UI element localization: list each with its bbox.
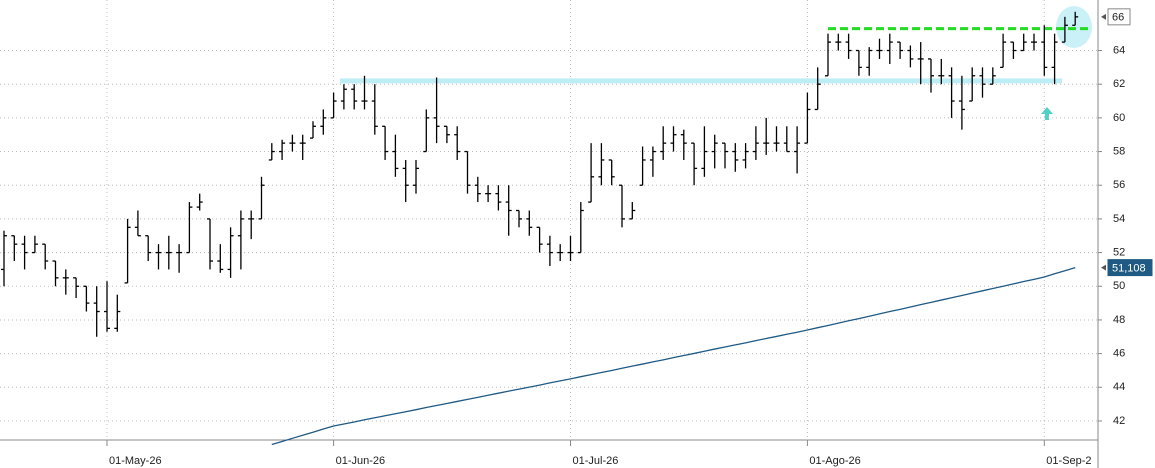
y-tick-label: 42: [1113, 415, 1125, 427]
y-tick-label: 54: [1113, 213, 1125, 225]
last-value-label: 51,108: [1112, 263, 1146, 275]
y-tick-label: 50: [1113, 280, 1125, 292]
x-tick-label: 01-Ago-26: [809, 455, 860, 467]
y-tick-label: 62: [1113, 78, 1125, 90]
y-tick-label: 52: [1113, 246, 1125, 258]
y-tick-label: 48: [1113, 314, 1125, 326]
y-tick-label: 58: [1113, 145, 1125, 157]
x-tick-label: 01-Jul-26: [573, 455, 619, 467]
y-tick-label: 44: [1113, 381, 1125, 393]
y-tick-label: 56: [1113, 179, 1125, 191]
moving-average-line: [271, 266, 1076, 446]
last-value-pointer: [1101, 264, 1106, 271]
last-value-pointer: [1101, 13, 1106, 20]
x-tick-label: 01-Jun-26: [336, 455, 386, 467]
last-value-label: 66: [1112, 12, 1124, 24]
highlight-circle: [1056, 6, 1092, 48]
y-tick-label: 46: [1113, 348, 1125, 360]
x-tick-label: 01-Sep-2: [1046, 455, 1091, 467]
x-tick-label: 01-May-26: [109, 455, 162, 467]
arrow-annotation: [1041, 107, 1053, 120]
y-tick-label: 60: [1113, 112, 1125, 124]
last-value-box: [1107, 8, 1131, 26]
y-tick-label: 64: [1113, 44, 1125, 56]
last-value-box: [1107, 259, 1153, 277]
